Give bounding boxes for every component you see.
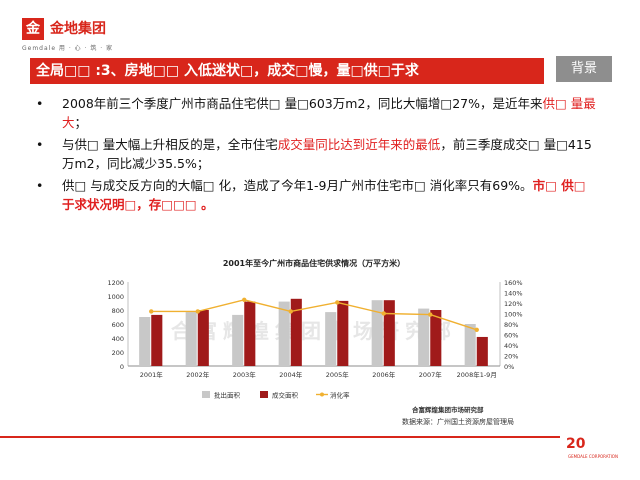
bar-approved [185,312,197,366]
line-point [242,297,247,303]
left-axis-tick: 400 [112,335,124,343]
left-axis-tick: 0 [120,363,124,371]
legend-label: 批出面积 [214,391,241,400]
x-axis-tick: 2002年 [186,370,210,379]
x-axis-tick: 2001年 [140,370,164,379]
footer-divider [0,436,560,438]
logo-name: 金地集团 [50,21,106,37]
bullet-item: • 与供□ 量大幅上升相反的是，全市住宅成交量同比达到近年来的最低，前三季度成交□… [36,135,596,173]
bullet-highlight: 市□ 供□ 于求状况明□，存□□□ 。 [62,178,586,212]
line-point [288,309,293,314]
right-axis-tick: 80% [504,321,518,329]
line-point [335,300,340,305]
company-logo: 金 金地集团 Gemdale 用 · 心 · 筑 · 家 [22,16,172,52]
bar-transacted [430,310,442,366]
chart-title: 2001年至今广州市商品住宅供求情况（万平方米） [223,258,405,268]
bar-approved [139,317,151,366]
bullet-list: • 2008年前三个季度广州市商品住宅供□ 量□603万m2，同比大幅增□27%，… [36,94,596,217]
x-axis-tick: 2007年 [419,370,443,379]
x-axis-tick: 2005年 [326,370,350,379]
bullet-item: • 供□ 与成交反方向的大幅□ 化，造成了今年1-9月广州市住宅市□ 消化率只有6… [36,176,596,214]
bullet-text: 2008年前三个季度广州市商品住宅供□ 量□603万m2，同比大幅增□27%，是… [62,96,543,111]
bar-approved [278,301,290,366]
supply-demand-chart: 合富辉煌集团市场研究部2001年至今广州市商品住宅供求情况（万平方米）02004… [107,258,523,426]
left-axis-tick: 800 [112,307,124,315]
legend-swatch [320,392,324,397]
logo-subtitle: Gemdale 用 · 心 · 筑 · 家 [22,45,114,52]
legend-swatch [260,391,268,398]
bullet-text: ； [74,115,88,130]
bullet-text: 供□ 与成交反方向的大幅□ 化，造成了今年1-9月广州市住宅市□ 消化率只有69… [62,178,533,193]
bullet-marker: • [36,137,44,152]
legend-label: 成交面积 [272,391,299,400]
right-axis-tick: 140% [504,290,523,298]
bullet-marker: • [36,96,44,111]
bar-approved [371,300,383,366]
right-axis-tick: 40% [504,342,518,350]
bar-approved [232,314,244,366]
right-axis-tick: 0% [504,363,514,371]
footer-logo: 20 [566,436,586,452]
right-axis-tick: 60% [504,332,518,340]
bar-transacted [197,310,209,366]
slide-title: 全局□□ :3、房地□□ 入低迷状□，成交□慢，量□供□于求 [30,58,544,84]
right-axis-tick: 120% [504,300,523,308]
line-absorption-rate [151,299,477,331]
legend-swatch [202,391,210,398]
x-axis-tick: 2003年 [233,370,257,379]
bar-transacted [151,314,163,366]
bar-transacted [337,300,349,366]
bar-transacted [476,336,488,366]
bullet-text: 与供□ 量大幅上升相反的是，全市住宅 [62,137,278,152]
bullet-item: • 2008年前三个季度广州市商品住宅供□ 量□603万m2，同比大幅增□27%，… [36,94,596,132]
right-axis-tick: 100% [504,311,523,319]
bullet-marker: • [36,178,44,193]
chart-source-org: 合富辉煌集团市场研究部 [411,405,484,414]
left-axis-tick: 1000 [107,293,124,301]
x-axis-tick: 2008年1-9月 [457,370,497,379]
line-point [149,309,154,314]
bullet-highlight: 成交量同比达到近年来的最低 [277,137,441,152]
legend-label: 消化率 [330,391,350,400]
bar-transacted [383,300,395,366]
bar-transacted [244,301,256,366]
footer-logo-subtitle: GEMDALE CORPORATION [568,454,618,459]
bar-transacted [290,298,302,366]
left-axis-tick: 1200 [107,279,124,287]
logo-mark-icon: 金 [22,18,44,40]
x-axis-tick: 2004年 [279,370,303,379]
right-axis-tick: 20% [504,353,518,361]
left-axis-tick: 200 [112,349,124,357]
line-point [195,309,200,314]
bullet-text: ，前三季度成交□ 量□415万m2，同比减少35.5%； [62,137,592,171]
section-tag: 背景 [556,56,612,82]
line-point [428,312,433,317]
bar-approved [325,312,337,366]
right-axis-tick: 160% [504,279,523,287]
left-axis-tick: 600 [112,321,124,329]
bar-approved [464,324,476,366]
chart-source-note: 数据来源：广州国土资源房屋管理局 [402,417,514,426]
bullet-highlight: 供□ 量最大 [62,96,596,130]
line-point [474,327,479,332]
x-axis-tick: 2006年 [372,370,396,379]
line-point [381,311,386,316]
chart-watermark: 合富辉煌集团市场研究部 [171,319,457,343]
bar-approved [418,308,430,366]
